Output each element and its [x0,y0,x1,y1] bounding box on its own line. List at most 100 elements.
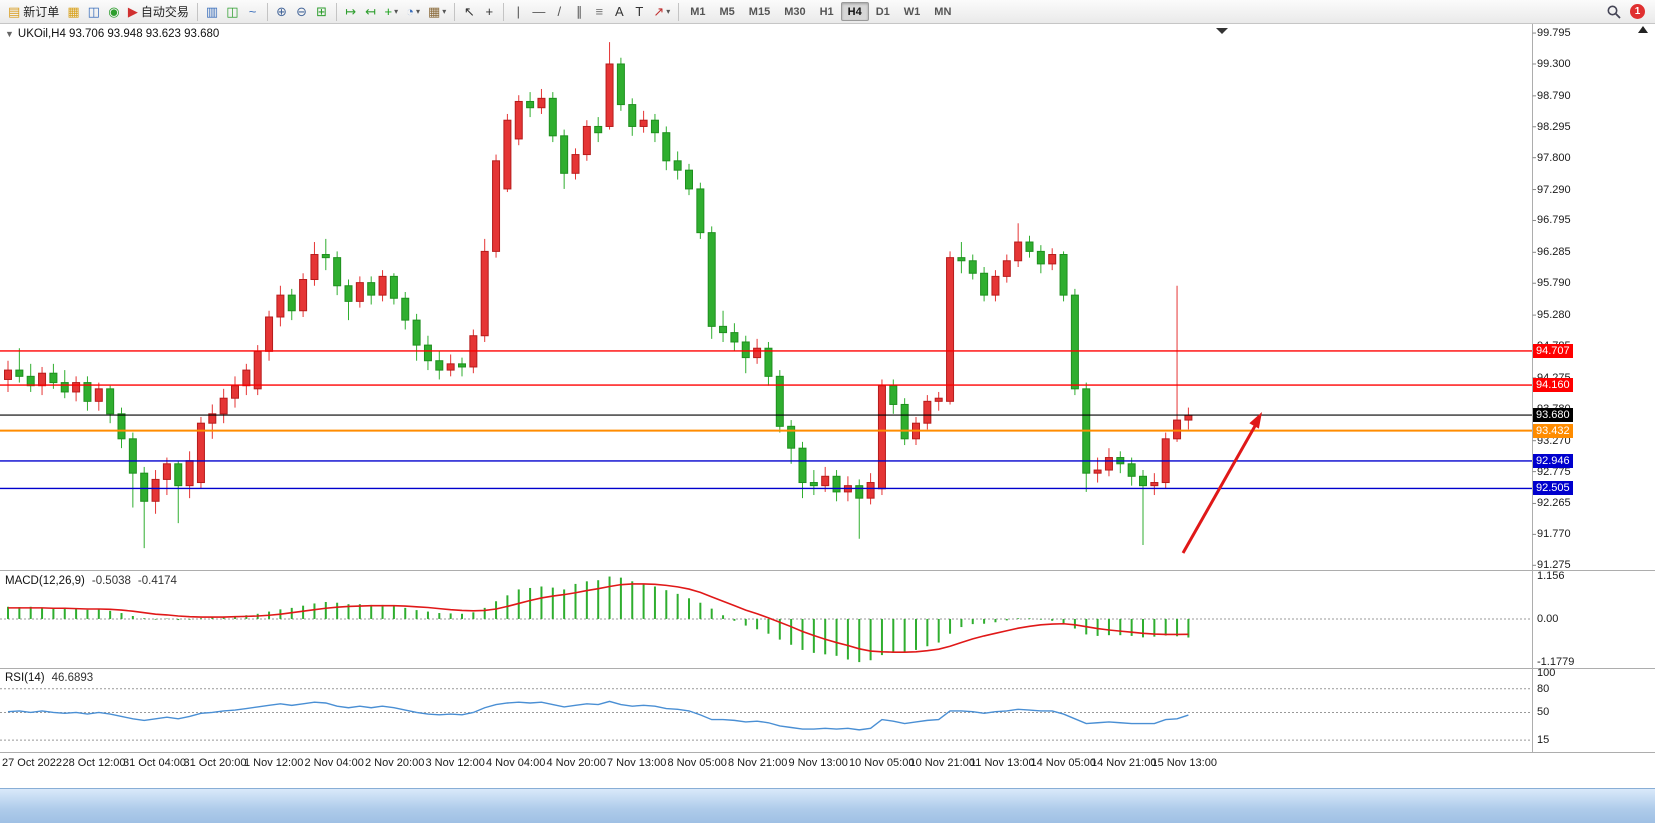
candle [344,285,353,302]
time-axis-label: 4 Nov 04:00 [486,757,546,769]
indicators-button[interactable]: + ▾ [381,2,403,22]
candle [1025,241,1034,252]
current-price-badge: 93.680 [1533,408,1573,423]
timeframe-w1[interactable]: W1 [903,5,921,18]
candle [83,382,92,402]
candle [446,363,455,371]
candle [435,360,444,371]
candle [412,319,421,346]
candle [855,485,864,499]
arrows-button[interactable]: ↗ ▾ [649,2,674,22]
timeframe-d1[interactable]: D1 [875,5,890,18]
macd-axis-label: -1.1779 [1537,656,1575,669]
candle [1070,294,1079,390]
candle [321,254,330,259]
text-label-button[interactable]: T [629,2,649,22]
dropdown-arrow-icon[interactable]: ▾ [666,7,671,16]
zoom-out-button[interactable]: ⊖ [292,2,312,22]
candle [548,97,557,137]
candle [991,275,1000,296]
timeframe-m1[interactable]: M1 [690,5,706,18]
price-axis-label: 95.790 [1537,277,1571,290]
market-watch-button[interactable]: ▦ [63,2,83,22]
navigator-button[interactable]: ◫ [84,2,104,22]
line-chart-button[interactable]: ~ [243,2,263,22]
dropdown-arrow-icon[interactable]: ▾ [442,7,447,16]
time-axis-label: 7 Nov 13:00 [607,757,667,769]
timeframe-h1[interactable]: H1 [819,5,834,18]
auto-scroll-icon: ↦ [345,3,356,19]
search-icon[interactable] [1606,4,1622,20]
candlestick-chart-button[interactable]: ◫ [222,2,242,22]
notification-badge[interactable]: 1 [1630,4,1645,19]
rsi-value: 46.6893 [51,672,94,684]
candle [299,279,308,312]
chart-shift-marker-icon [1216,28,1228,34]
rsi-header: RSI(14) 46.6893 [5,672,93,684]
horizontal-line-button[interactable]: — [528,2,549,22]
autotrading-button[interactable]: ▶ 自动交易 [124,2,193,22]
candle [72,382,81,393]
vertical-line-button[interactable]: | [508,2,528,22]
timeframe-mn[interactable]: MN [934,5,952,18]
collapse-arrow-icon[interactable]: ▼ [5,29,14,39]
text-button[interactable]: A [609,2,629,22]
templates-icon: ▦ [428,3,441,19]
trend-arrow-line[interactable] [1181,425,1257,554]
toolbar-right: 1 [1606,4,1651,20]
tile-windows-button[interactable]: ⊞ [312,2,332,22]
timeframe-m30[interactable]: M30 [784,5,806,18]
candle [253,350,262,390]
chart-canvas[interactable] [0,0,1655,788]
candle [106,388,115,415]
zoom-in-button[interactable]: ⊕ [272,2,292,22]
candle [923,400,932,424]
candle [696,188,705,234]
tile-windows-icon: ⊞ [316,3,327,19]
candle [480,250,489,337]
time-axis-label: 8 Nov 05:00 [667,757,727,769]
time-axis-label: 10 Nov 21:00 [909,757,975,769]
price-line-badge: 92.505 [1533,481,1573,496]
price-axis-label: 91.275 [1537,559,1571,572]
candle [242,369,251,387]
timeframe-m5[interactable]: M5 [719,5,735,18]
trendline-button[interactable]: / [549,2,569,22]
price-axis-label: 97.290 [1537,183,1571,196]
time-axis-label: 14 Nov 05:00 [1030,757,1096,769]
dropdown-arrow-icon[interactable]: ▾ [394,7,399,16]
candle [889,385,898,405]
new-order-button[interactable]: ▤ 新订单 [4,2,63,22]
candle [957,257,966,262]
dropdown-arrow-icon[interactable]: ▾ [415,7,420,16]
candle [287,294,296,312]
candle [231,385,239,399]
price-line-badge: 94.160 [1533,378,1573,393]
fibonacci-button[interactable]: ≡ [589,2,609,22]
macd-header: MACD(12,26,9) -0.5038 -0.4174 [5,575,177,587]
chart-shift-button[interactable]: ↤ [361,2,381,22]
rsi-axis-label: 80 [1537,682,1550,695]
terminal-button[interactable]: ◉ [104,2,124,22]
timeframe-m15[interactable]: M15 [748,5,771,18]
chart-shift-icon: ↤ [365,3,376,19]
cursor-button[interactable]: ↖ [459,2,479,22]
time-axis-label: 1 Nov 12:00 [244,757,304,769]
trend-arrow-head[interactable] [1249,412,1262,429]
candle [355,282,364,302]
taskbar [0,788,1655,823]
auto-scroll-button[interactable]: ↦ [341,2,361,22]
timeframe-h4[interactable]: H4 [840,2,869,21]
time-axis-label: 27 Oct 2022 [2,757,62,769]
candle [787,425,796,449]
candle [934,397,943,402]
toolbar-separator [335,2,337,21]
crosshair-button[interactable]: + [479,2,499,22]
candle [560,135,569,174]
candle [38,372,47,387]
bar-chart-button[interactable]: ▥ [202,2,222,22]
candle [514,100,523,140]
channel-button[interactable]: ∥ [569,2,589,22]
periods-button[interactable]: ◔ ▾ [402,2,424,22]
templates-button[interactable]: ▦ ▾ [424,2,450,22]
